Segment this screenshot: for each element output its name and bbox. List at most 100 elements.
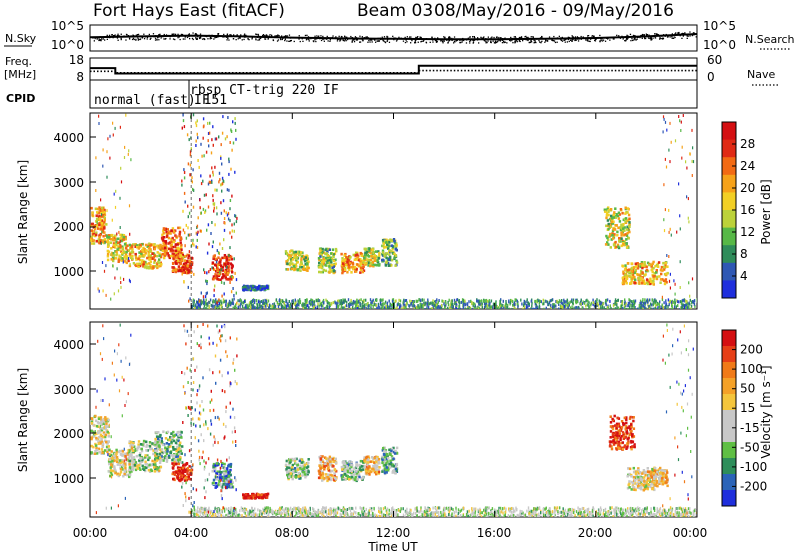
range-gate-cell [276,308,279,309]
sky-noise-point [448,39,451,41]
range-gate-cell [299,251,303,254]
range-gate-cell [208,144,210,148]
range-gate-cell [118,243,122,247]
sky-noise-point [174,38,176,41]
sky-noise-point [214,36,216,39]
range-gate-cell [106,209,108,213]
sky-noise-point [462,37,464,40]
range-gate-cell [174,270,178,274]
range-gate-cell [221,269,224,272]
range-gate-cell [171,252,174,255]
range-gate-cell [203,304,206,308]
range-gate-cell [122,474,125,478]
range-gate-cell [101,209,104,212]
range-gate-cell [391,299,394,303]
range-gate-cell [323,301,325,304]
range-gate-cell [480,299,483,303]
range-gate-cell [659,268,663,272]
range-gate-cell [143,250,147,253]
sky-noise-point [441,40,444,43]
range-gate-cell [128,475,131,479]
range-gate-cell [234,214,236,218]
range-gate-cell [641,264,645,267]
range-gate-cell [372,298,374,302]
range-gate-cell [217,264,219,268]
sky-noise-point [681,37,683,39]
range-gate-cell [341,271,344,275]
range-gate-cell [272,303,274,307]
sky-noise-point [92,37,94,39]
range-gate-cell [141,443,144,446]
sky-noise-point [494,41,496,43]
range-gate-cell [462,304,465,308]
range-gate-cell [207,223,210,227]
range-gate-cell [213,294,215,298]
range-gate-cell [332,255,335,258]
nave-line [90,69,697,74]
sky-noise-point [413,38,415,40]
range-gate-cell [605,301,607,305]
range-gate-cell [633,276,636,279]
range-gate-cell [374,255,378,258]
range-gate-cell [522,304,525,307]
sky-noise-point [99,39,102,41]
sky-noise-point [277,39,280,41]
range-gate-cell [197,159,199,162]
sky-noise-point [123,35,125,37]
sky-noise-point [467,37,469,39]
range-gate-cell [351,301,353,305]
range-gate-cell [265,301,268,305]
range-gate-cell [668,208,670,212]
range-gate-cell [148,470,152,473]
sky-noise-point [630,40,632,42]
sky-noise-point [451,39,453,41]
range-gate-cell [221,182,224,185]
sky-noise-point [338,38,340,41]
range-gate-cell [421,304,423,308]
sky-noise-point [576,36,579,38]
range-gate-cell [653,298,655,302]
range-gate-cell [419,299,422,303]
range-gate-cell [178,226,182,230]
range-gate-cell [422,306,424,309]
range-gate-cell [147,458,150,462]
sky-noise-point [525,35,527,38]
range-gate-cell [178,234,181,238]
sky-noise-point [395,40,398,42]
range-gate-cell [394,245,397,248]
range-gate-cell [627,236,630,240]
range-gate-cell [598,299,600,303]
range-gate-cell [381,249,385,253]
range-gate-cell [205,279,207,283]
sky-noise-point [172,35,174,37]
range-gate-cell [423,303,425,307]
range-gate-cell [116,232,118,236]
range-gate-cell [600,306,602,309]
range-gate-cell [232,141,235,145]
sky-noise-point [455,40,458,42]
range-gate-cell [298,301,300,304]
range-gate-cell [597,303,600,307]
sky-noise-point [577,37,579,39]
range-gate-cell [377,257,380,260]
range-gate-cell [94,442,97,446]
sky-noise-point [556,41,558,43]
range-gate-cell [101,435,105,439]
range-gate-cell [93,452,97,455]
range-gate-cell [153,254,156,257]
range-gate-cell [360,298,362,302]
sky-noise-point [201,38,204,40]
range-gate-cell [230,269,233,272]
range-gate-cell [101,451,104,454]
range-gate-cell [178,233,181,236]
sky-noise-point [320,35,322,37]
sky-noise-point [367,41,369,43]
range-gate-cell [187,254,191,258]
sky-noise-point [118,35,120,37]
range-gate-cell [294,250,297,254]
range-gate-cell [373,308,375,309]
sky-noise-point [266,35,268,37]
range-gate-cell [293,264,296,268]
range-gate-cell [128,278,131,282]
sky-noise-point [654,37,657,39]
